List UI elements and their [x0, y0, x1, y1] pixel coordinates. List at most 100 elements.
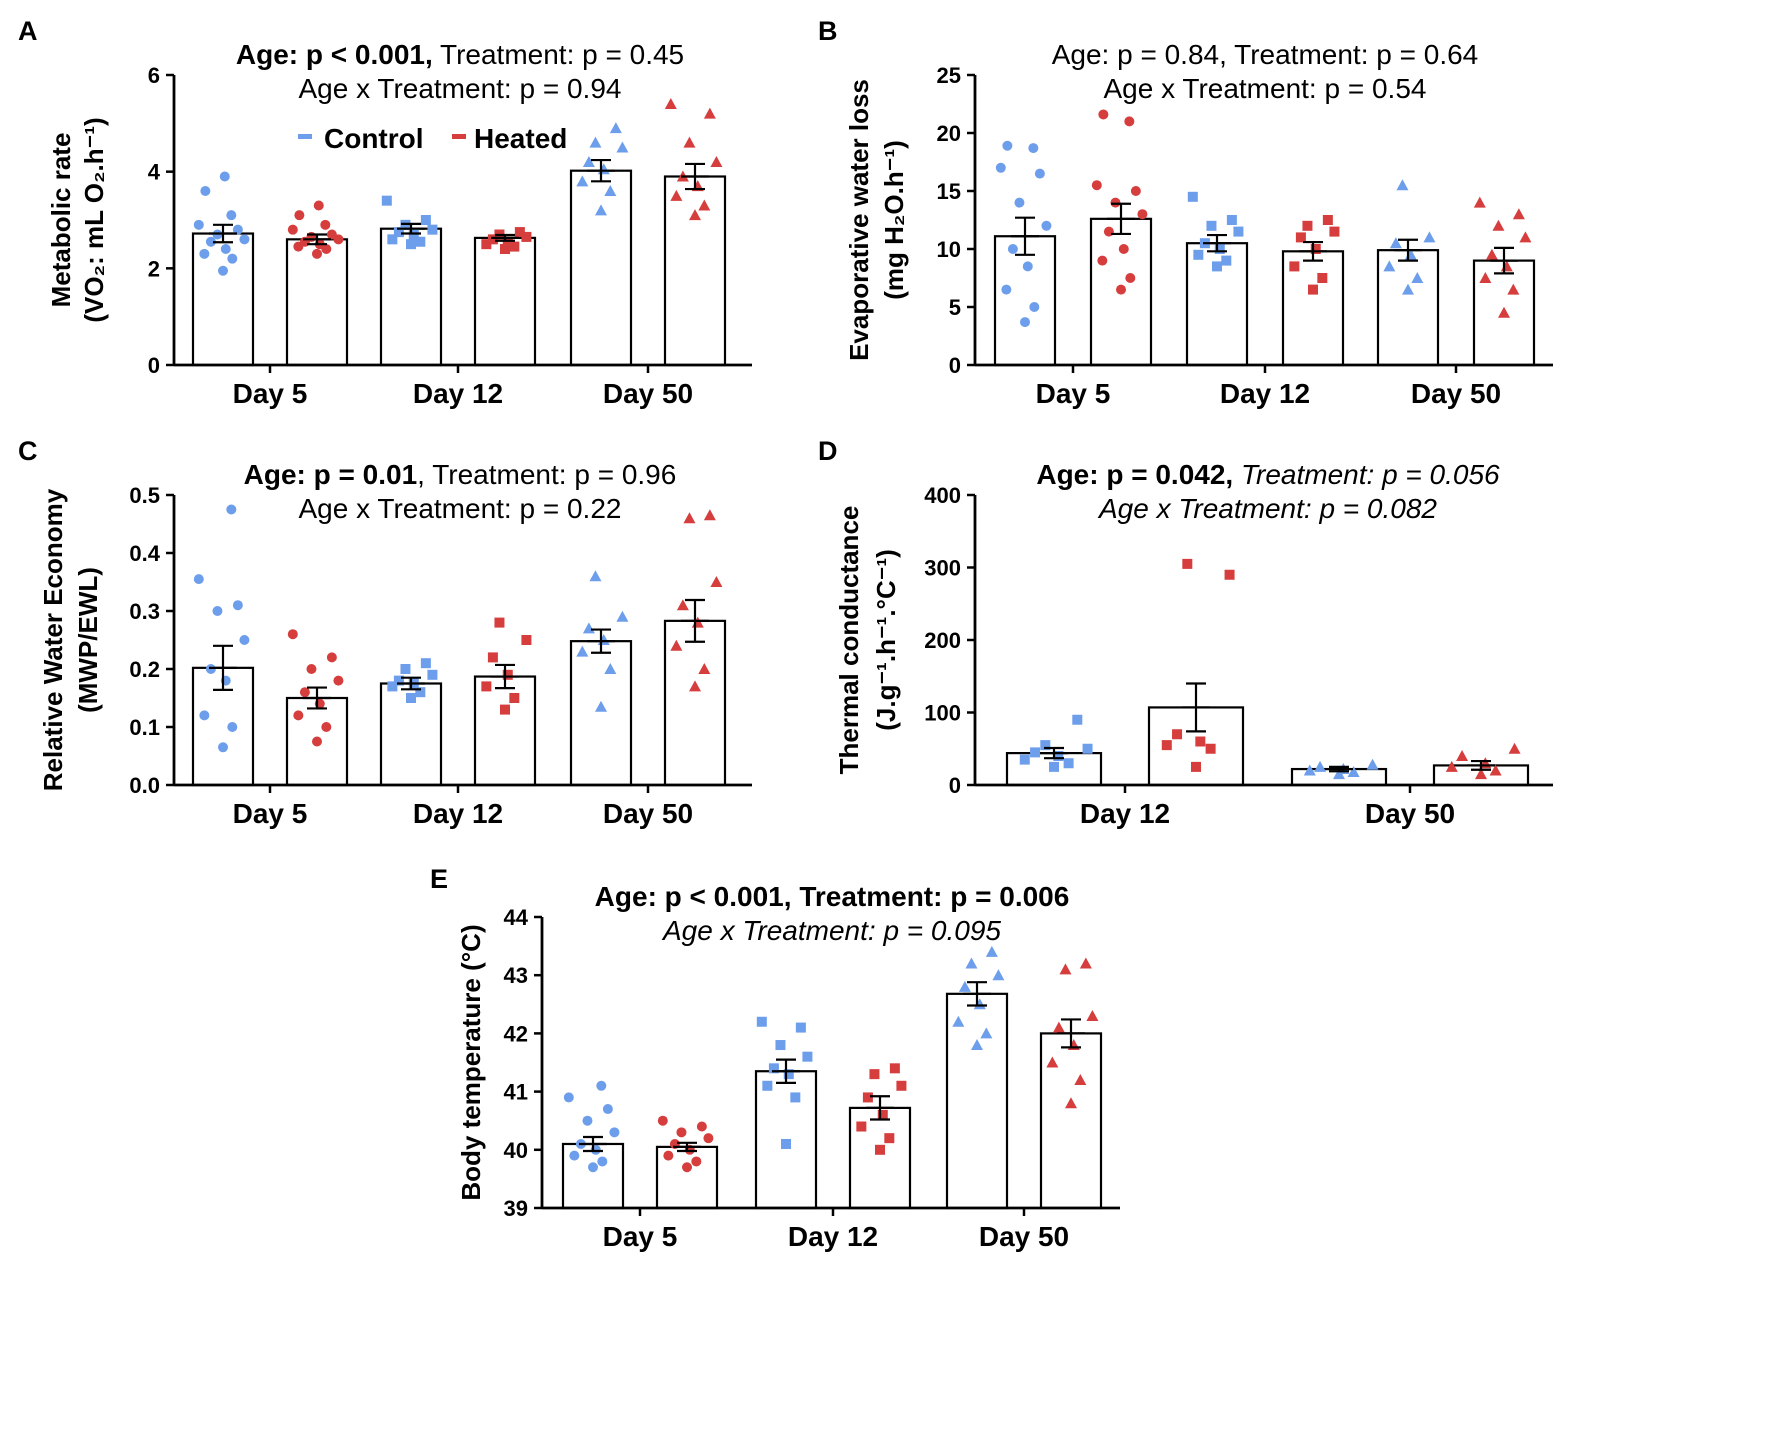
bar-heated-2 — [663, 175, 727, 367]
data-point-control — [576, 645, 589, 657]
data-point-heated — [333, 675, 344, 686]
data-point-control — [226, 210, 237, 221]
panel-e: E Age: p < 0.001, Treatment: p = 0.006Age… — [430, 864, 1120, 1252]
data-point-control — [1034, 168, 1045, 179]
data-point-control — [597, 634, 610, 645]
data-point-heated — [293, 710, 304, 721]
data-point-control — [602, 1104, 613, 1115]
panel-letter: E — [430, 864, 448, 894]
data-point-control — [1040, 740, 1051, 751]
data-point-heated — [1059, 963, 1072, 975]
data-point-control — [1014, 197, 1025, 208]
data-point-heated — [481, 681, 492, 692]
y-tick-label: 41 — [504, 1080, 528, 1105]
data-point-heated — [683, 512, 696, 524]
stats-line-1-segment-0: Age: p = 0.01 — [244, 459, 418, 490]
data-point-heated — [663, 1150, 674, 1161]
data-point-control — [1193, 249, 1204, 260]
data-point-heated — [1103, 226, 1114, 237]
data-point-heated — [1519, 231, 1532, 243]
legend-swatch-control — [298, 134, 312, 139]
stats-line-2-segment-0: Age x Treatment: p = 0.095 — [661, 915, 1001, 946]
y-axis-label-units: (mg H₂O.h⁻¹) — [879, 140, 909, 300]
data-point-control — [199, 710, 210, 721]
data-point-heated — [326, 229, 337, 240]
x-tick-label: Day 50 — [603, 798, 693, 829]
panel-letter: C — [18, 436, 38, 466]
data-point-heated — [862, 1092, 873, 1103]
y-tick-label: 10 — [937, 237, 961, 262]
data-point-control — [1383, 260, 1396, 272]
bar-control-2 — [569, 169, 633, 367]
data-point-heated — [326, 652, 337, 663]
bar-control-2 — [569, 640, 633, 787]
y-axis-label: Body temperature (°C) — [456, 924, 486, 1200]
y-tick-label: 0.4 — [129, 541, 160, 566]
data-point-heated — [521, 635, 532, 645]
data-point-control — [802, 1051, 813, 1062]
data-point-control — [200, 186, 211, 196]
data-point-heated — [896, 1080, 907, 1091]
x-tick-label: Day 50 — [979, 1221, 1069, 1252]
data-point-heated — [1289, 261, 1300, 272]
data-point-heated — [313, 200, 324, 211]
data-point-control — [1423, 231, 1436, 243]
x-tick-label: Day 12 — [1080, 798, 1170, 829]
data-point-control — [1314, 760, 1327, 772]
stats-line-1: Age: p < 0.001, Treatment: p = 0.45 — [236, 39, 684, 70]
data-point-control — [1366, 758, 1379, 770]
data-point-control — [589, 570, 602, 582]
data-point-heated — [1479, 272, 1492, 283]
stats-line-1: Age: p = 0.01, Treatment: p = 0.96 — [244, 459, 677, 490]
data-point-control — [1226, 215, 1237, 225]
data-point-heated — [856, 1121, 867, 1132]
data-point-control — [232, 600, 243, 611]
data-point-heated — [1475, 768, 1487, 780]
bar-heated-1 — [473, 675, 537, 787]
stats-line-2-segment-0: Age x Treatment: p = 0.54 — [1104, 73, 1427, 104]
y-tick-label: 2 — [148, 256, 160, 281]
y-tick-label: 42 — [504, 1021, 528, 1046]
y-tick-label: 0.2 — [129, 657, 160, 682]
data-point-control — [790, 1092, 801, 1103]
data-point-control — [604, 663, 617, 674]
data-point-heated — [869, 1069, 880, 1080]
y-tick-label: 0 — [949, 773, 961, 798]
data-point-control — [952, 1015, 965, 1027]
data-point-heated — [670, 189, 683, 201]
y-tick-label: 44 — [504, 905, 529, 930]
data-point-heated — [1507, 283, 1520, 295]
data-point-heated — [1308, 284, 1318, 295]
data-point-heated — [1161, 740, 1172, 751]
x-tick-label: Day 5 — [233, 378, 308, 409]
data-point-control — [609, 122, 622, 134]
data-point-heated — [1079, 957, 1092, 969]
data-point-control — [1206, 220, 1217, 231]
data-point-control — [232, 224, 243, 235]
x-tick-label: Day 5 — [1036, 378, 1111, 409]
data-point-control — [616, 610, 629, 622]
data-point-control — [1082, 743, 1093, 754]
data-point-heated — [1091, 180, 1102, 191]
y-tick-label: 0.3 — [129, 599, 160, 624]
data-point-heated — [1512, 208, 1525, 220]
y-tick-label: 200 — [924, 628, 961, 653]
data-point-heated — [321, 722, 332, 732]
panel-letter: A — [18, 16, 38, 46]
panel-letter: B — [818, 16, 838, 46]
data-point-control — [781, 1138, 791, 1149]
stats-line-1-segment-1: Treatment: p = 0.45 — [433, 39, 684, 70]
data-point-heated — [1098, 109, 1109, 120]
data-point-control — [220, 244, 231, 254]
data-point-heated — [312, 248, 322, 259]
data-point-control — [965, 957, 978, 969]
data-point-heated — [676, 1127, 687, 1138]
data-point-control — [420, 215, 431, 225]
data-point-control — [1063, 758, 1074, 769]
data-point-heated — [500, 244, 510, 254]
data-point-heated — [514, 227, 525, 238]
y-tick-label: 20 — [937, 121, 961, 146]
data-point-control — [1020, 317, 1030, 328]
